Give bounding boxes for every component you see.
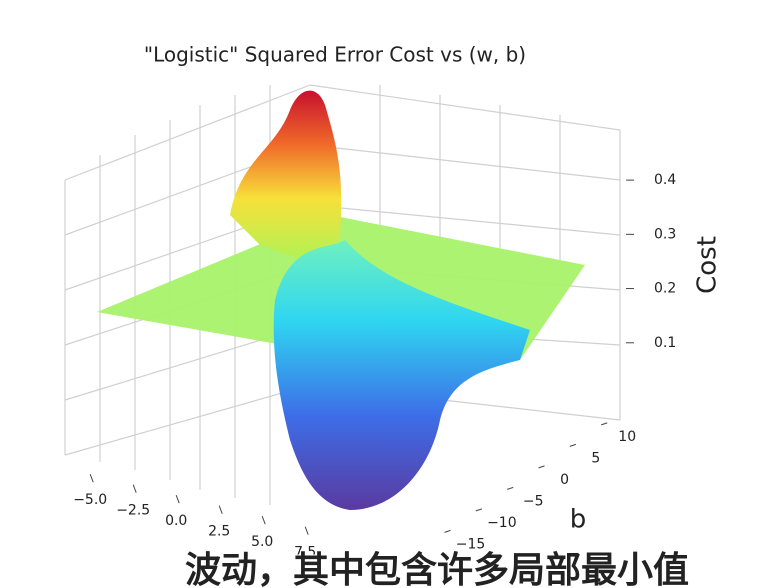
x-tick-label: −2.5	[116, 503, 150, 519]
z-tick-label: 0.3	[654, 226, 676, 242]
x-tick-label: 0.0	[165, 513, 187, 529]
y-tick-label: −15	[456, 536, 486, 552]
y-tick	[601, 422, 608, 426]
z-tick-label: 0.1	[654, 335, 676, 351]
chart-title: "Logistic" Squared Error Cost vs (w, b)	[144, 43, 526, 67]
x-tick-label: 5.0	[251, 534, 273, 550]
y-tick	[507, 486, 514, 490]
y-tick-label: −5	[523, 493, 544, 509]
x-tick	[89, 474, 94, 483]
x-tick	[261, 516, 266, 525]
y-tick	[475, 508, 483, 512]
x-tick	[218, 505, 223, 514]
y-tick-label: −10	[487, 515, 517, 531]
surface	[97, 90, 585, 510]
x-tick-label: −5.0	[73, 492, 107, 508]
x-tick	[175, 495, 180, 504]
x-tick	[132, 484, 137, 493]
z-axis-label: Cost	[693, 236, 723, 294]
z-tick-label: 0.4	[654, 172, 676, 188]
caption: 波动，其中包含许多局部最小值	[185, 550, 689, 588]
y-tick	[538, 465, 545, 469]
ticks: −5.0 −2.5 0.0 2.5 5.0 7.5 −15−10 −5 0 5 10 0.1 0.2 0.…	[73, 172, 676, 561]
y-tick	[569, 443, 577, 447]
y-axis-label: b	[570, 505, 587, 535]
x-tick-label: 7.5	[294, 545, 316, 561]
y-tick-label: 10	[618, 429, 636, 445]
y-tick	[444, 529, 451, 533]
y-tick-label: 0	[560, 472, 569, 488]
y-tick-label: 5	[591, 450, 600, 466]
x-tick-label: 2.5	[208, 524, 230, 540]
z-tick-label: 0.2	[654, 281, 676, 297]
x-tick	[304, 526, 309, 535]
